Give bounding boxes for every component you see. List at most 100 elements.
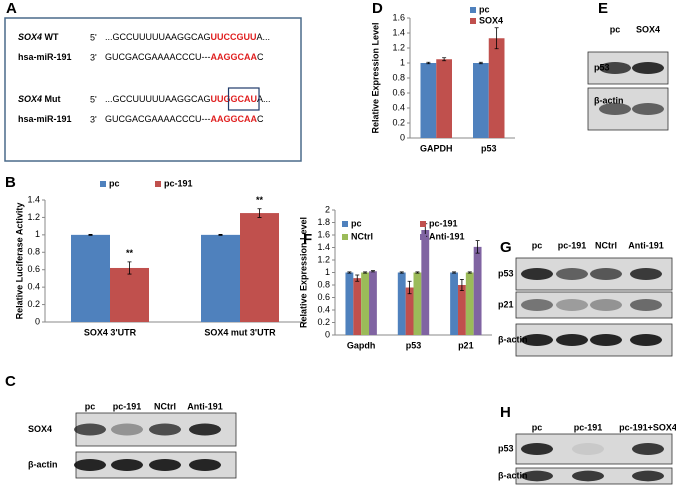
blot-band [632,443,664,455]
y-tick-label: 0.2 [27,299,40,309]
blot-band [572,443,604,455]
panel-label: F [303,231,312,248]
sequence-tag: WT [45,32,59,42]
blot-band [556,299,588,311]
legend-swatch [470,7,476,13]
bar [397,272,406,335]
row-label: p53 [498,443,514,453]
y-tick-label: 1.6 [317,229,330,239]
legend-swatch [342,221,348,227]
gene-name: SOX4 [18,32,42,42]
legend-label: NCtrl [351,231,373,241]
gene-name: SOX4 [18,94,42,104]
y-tick-label: 1.2 [317,254,330,264]
error-bar [355,274,360,282]
lane-label: pc-191 [574,422,603,432]
blot-band [521,268,553,280]
sequence-box [4,17,302,162]
strand-end: 3' [90,114,97,124]
error-bar [370,270,375,273]
lane-label: NCtrl [154,401,176,411]
error-bar [494,27,499,50]
lane-label: pc-191 [558,240,587,250]
panel-label: G [500,239,512,256]
legend-swatch [420,221,426,227]
error-bar [467,271,472,274]
blot-band [74,423,106,436]
y-tick-label: 0 [35,316,40,326]
row-label: p53 [594,62,610,72]
sequence-part: A... [257,32,271,42]
y-tick-label: 0.6 [317,292,330,302]
error-bar [415,271,420,274]
error-bar [426,61,431,65]
y-tick-label: 0.2 [392,117,405,127]
y-tick-label: 0.8 [392,72,405,82]
legend-swatch [420,234,426,240]
y-tick-label: 1.2 [392,42,405,52]
bar [201,234,240,322]
bar [110,267,149,322]
blot-band [149,423,181,436]
x-tick-label: GAPDH [420,143,453,153]
error-bar [257,208,262,218]
bar [473,246,482,335]
lane-label: SOX4 [636,24,660,34]
bar [457,285,466,335]
panel-label: H [500,404,511,421]
blot-band [556,268,588,280]
blot-band [521,299,553,311]
row-label: p21 [498,299,514,309]
row-label: β-actin [498,470,528,480]
sequence-part: GUCGACGAAAACCCU--- [105,52,211,62]
error-bar [88,234,93,236]
x-tick-label: SOX4 mut 3'UTR [204,327,276,337]
error-bar [452,271,457,274]
x-tick-label: Gapdh [347,340,376,350]
legend-label: pc-191 [164,178,193,188]
row-label: SOX4 [28,424,52,434]
y-tick-label: 0.4 [317,304,330,314]
y-axis-title: Relative Luciferase Activity [14,203,24,320]
y-tick-label: 1.4 [27,194,40,204]
sequence: ...GCCUUUUUAAGGCAGUUCCGUUA... [105,32,270,42]
sequence-tag: Mut [45,94,61,104]
y-tick-label: 0.2 [317,317,330,327]
blot-band [632,470,664,482]
sequence-site: AAGGCAA [211,52,258,62]
y-tick-label: 0.4 [27,282,40,292]
y-tick-label: 0.8 [317,279,330,289]
y-tick-label: 1.2 [27,212,40,222]
blot-band [74,459,106,471]
bar [436,59,452,138]
bar [465,272,474,335]
blot-band [590,334,622,346]
panel-label: D [372,0,383,17]
lane-label: pc [532,422,543,432]
blot-band [149,459,181,471]
blot-band [590,299,622,311]
panel-label: E [598,0,608,17]
panel-label: B [5,174,16,191]
sequence-name: hsa-miR-191 [18,52,72,62]
sequence-name: SOX4 Mut [18,94,61,104]
error-bar [218,234,223,236]
sequence-part: C [257,114,264,124]
bar [420,63,437,138]
strand-end: 3' [90,52,97,62]
y-axis-title: Relative Expression Level [370,22,380,133]
bar [405,287,414,335]
legend-label: pc [479,4,490,14]
blot-band [189,459,221,471]
sequence-name: hsa-miR-191 [18,114,72,124]
sequence-part: ...GCCUUUUUAAGGCAG [105,94,211,104]
blot-band [521,470,553,482]
y-tick-label: 1 [35,229,40,239]
bar [421,230,430,335]
error-bar [478,61,483,65]
sequence-site: UUCCGUU [211,32,257,42]
blot-band [111,459,143,471]
blot-band [590,268,622,280]
